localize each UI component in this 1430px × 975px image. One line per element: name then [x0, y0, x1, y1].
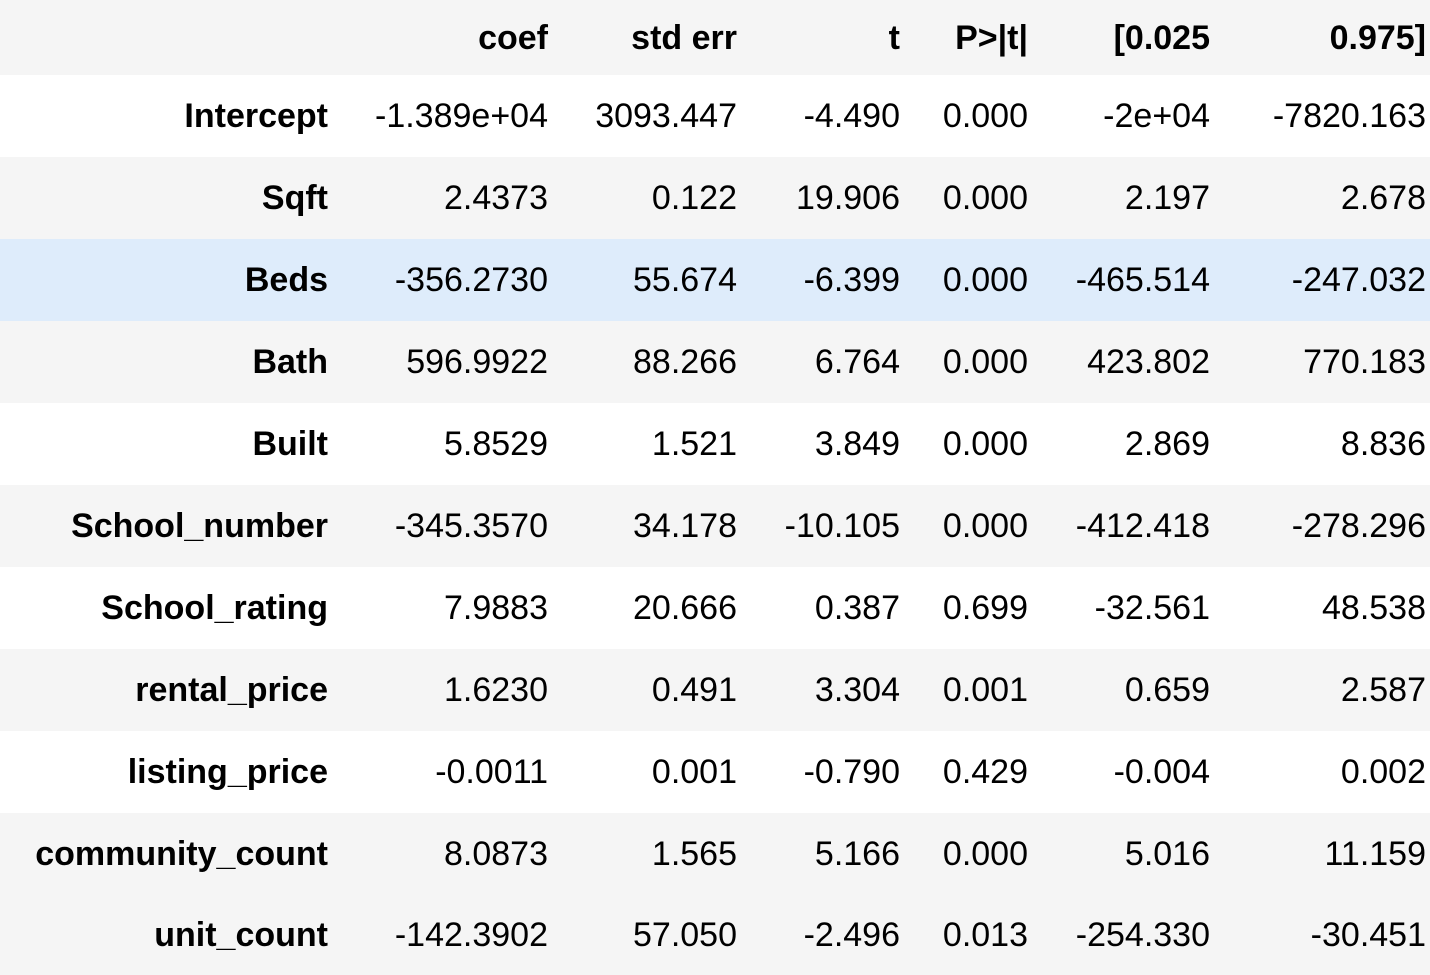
cell-std-err: 0.001: [651, 753, 737, 791]
cell-coef: -1.389e+04: [375, 97, 548, 135]
header-ci-lower: [0.025: [1032, 0, 1214, 75]
row-name: School_rating: [101, 589, 328, 627]
table-row: Beds -356.2730 55.674 -6.399 0.000 -465.514 -2…: [0, 239, 1430, 321]
cell-std-err: 0.122: [651, 179, 737, 217]
cell-ci-upper: 770.183: [1303, 343, 1426, 381]
row-name: rental_price: [135, 671, 328, 709]
table-row: listing_price -0.0011 0.001 -0.790 0.429 -0.0…: [0, 731, 1430, 813]
cell-ci-upper: -7820.163: [1272, 97, 1426, 135]
cell-ci-lower: 0.659: [1124, 671, 1210, 709]
cell-p-value: 0.000: [942, 835, 1028, 873]
cell-ci-lower: -32.561: [1094, 589, 1210, 627]
cell-ci-lower: -412.418: [1075, 507, 1210, 545]
cell-ci-upper: -278.296: [1291, 507, 1426, 545]
row-name: Bath: [252, 343, 328, 381]
cell-coef: -0.0011: [435, 753, 548, 791]
table-row: unit_count -142.3902 57.050 -2.496 0.013 -254…: [0, 895, 1430, 975]
cell-t: 5.166: [814, 835, 900, 873]
cell-t: -0.790: [803, 753, 900, 791]
cell-p-value: 0.000: [942, 425, 1028, 463]
cell-std-err: 1.565: [651, 835, 737, 873]
table-row: community_count 8.0873 1.565 5.166 0.000 5.01…: [0, 813, 1430, 895]
cell-ci-lower: -254.330: [1075, 916, 1210, 954]
header-row: coef std err t P>|t| [0.025 0.975]: [0, 0, 1430, 75]
row-name: Built: [252, 425, 328, 463]
cell-ci-upper: 2.678: [1340, 179, 1426, 217]
cell-coef: 1.6230: [444, 671, 548, 709]
cell-t: 3.849: [814, 425, 900, 463]
cell-ci-upper: -247.032: [1291, 261, 1426, 299]
cell-p-value: 0.000: [942, 261, 1028, 299]
cell-ci-upper: 11.159: [1324, 835, 1426, 873]
cell-t: -10.105: [784, 507, 900, 545]
header-index: [0, 0, 332, 75]
cell-ci-upper: 0.002: [1340, 753, 1426, 791]
cell-coef: -345.3570: [394, 507, 548, 545]
cell-std-err: 88.266: [633, 343, 737, 381]
cell-ci-lower: 2.197: [1124, 179, 1210, 217]
cell-t: 19.906: [796, 179, 900, 217]
cell-coef: -356.2730: [394, 261, 548, 299]
table-row: Bath 596.9922 88.266 6.764 0.000 423.802 770.1…: [0, 321, 1430, 403]
cell-ci-lower: 5.016: [1124, 835, 1210, 873]
cell-coef: 2.4373: [444, 179, 548, 217]
cell-p-value: 0.000: [942, 343, 1028, 381]
cell-std-err: 3093.447: [595, 97, 737, 135]
row-name: community_count: [35, 835, 328, 873]
cell-std-err: 1.521: [651, 425, 737, 463]
cell-coef: 8.0873: [444, 835, 548, 873]
cell-p-value: 0.000: [942, 507, 1028, 545]
cell-std-err: 34.178: [633, 507, 737, 545]
cell-p-value: 0.001: [942, 671, 1028, 709]
cell-coef: 7.9883: [444, 589, 548, 627]
cell-t: 0.387: [814, 589, 900, 627]
cell-ci-upper: 8.836: [1340, 425, 1426, 463]
cell-t: 6.764: [814, 343, 900, 381]
cell-ci-lower: -2e+04: [1103, 97, 1210, 135]
cell-std-err: 20.666: [633, 589, 737, 627]
cell-t: 3.304: [814, 671, 900, 709]
row-name: listing_price: [127, 753, 328, 791]
header-std-err: std err: [552, 0, 741, 75]
cell-ci-lower: -0.004: [1113, 753, 1210, 791]
header-coef: coef: [332, 0, 552, 75]
cell-p-value: 0.013: [942, 916, 1028, 954]
cell-coef: 596.9922: [406, 343, 548, 381]
table-row: School_number -345.3570 34.178 -10.105 0.000…: [0, 485, 1430, 567]
table-row: School_rating 7.9883 20.666 0.387 0.699 -32.5…: [0, 567, 1430, 649]
cell-ci-upper: 48.538: [1322, 589, 1426, 627]
row-name: School_number: [71, 507, 328, 545]
cell-ci-lower: -465.514: [1075, 261, 1210, 299]
cell-std-err: 57.050: [633, 916, 737, 954]
cell-ci-lower: 423.802: [1087, 343, 1210, 381]
table-row: Intercept -1.389e+04 3093.447 -4.490 0.000 -2…: [0, 75, 1430, 157]
header-p-value: P>|t|: [904, 0, 1032, 75]
cell-ci-lower: 2.869: [1124, 425, 1210, 463]
row-name: unit_count: [154, 916, 328, 954]
cell-p-value: 0.429: [942, 753, 1028, 791]
header-t: t: [741, 0, 904, 75]
row-name: Beds: [244, 261, 328, 299]
cell-ci-upper: 2.587: [1340, 671, 1426, 709]
cell-t: -6.399: [803, 261, 900, 299]
cell-p-value: 0.699: [942, 589, 1028, 627]
table-header: coef std err t P>|t| [0.025 0.975]: [0, 0, 1430, 75]
cell-p-value: 0.000: [942, 179, 1028, 217]
cell-p-value: 0.000: [942, 97, 1028, 135]
cell-t: -4.490: [803, 97, 900, 135]
cell-coef: 5.8529: [444, 425, 548, 463]
table-row: Built 5.8529 1.521 3.849 0.000 2.869 8.836: [0, 403, 1430, 485]
row-name: Sqft: [261, 179, 328, 217]
table-row: Sqft 2.4373 0.122 19.906 0.000 2.197 2.678: [0, 157, 1430, 239]
row-name: Intercept: [184, 97, 328, 135]
cell-std-err: 0.491: [651, 671, 737, 709]
cell-coef: -142.3902: [394, 916, 548, 954]
cell-std-err: 55.674: [633, 261, 737, 299]
cell-t: -2.496: [803, 916, 900, 954]
cell-ci-upper: -30.451: [1310, 916, 1426, 954]
header-ci-upper: 0.975]: [1214, 0, 1430, 75]
table-body: Intercept -1.389e+04 3093.447 -4.490 0.000 -2…: [0, 75, 1430, 975]
table-row: rental_price 1.6230 0.491 3.304 0.001 0.659 2.…: [0, 649, 1430, 731]
